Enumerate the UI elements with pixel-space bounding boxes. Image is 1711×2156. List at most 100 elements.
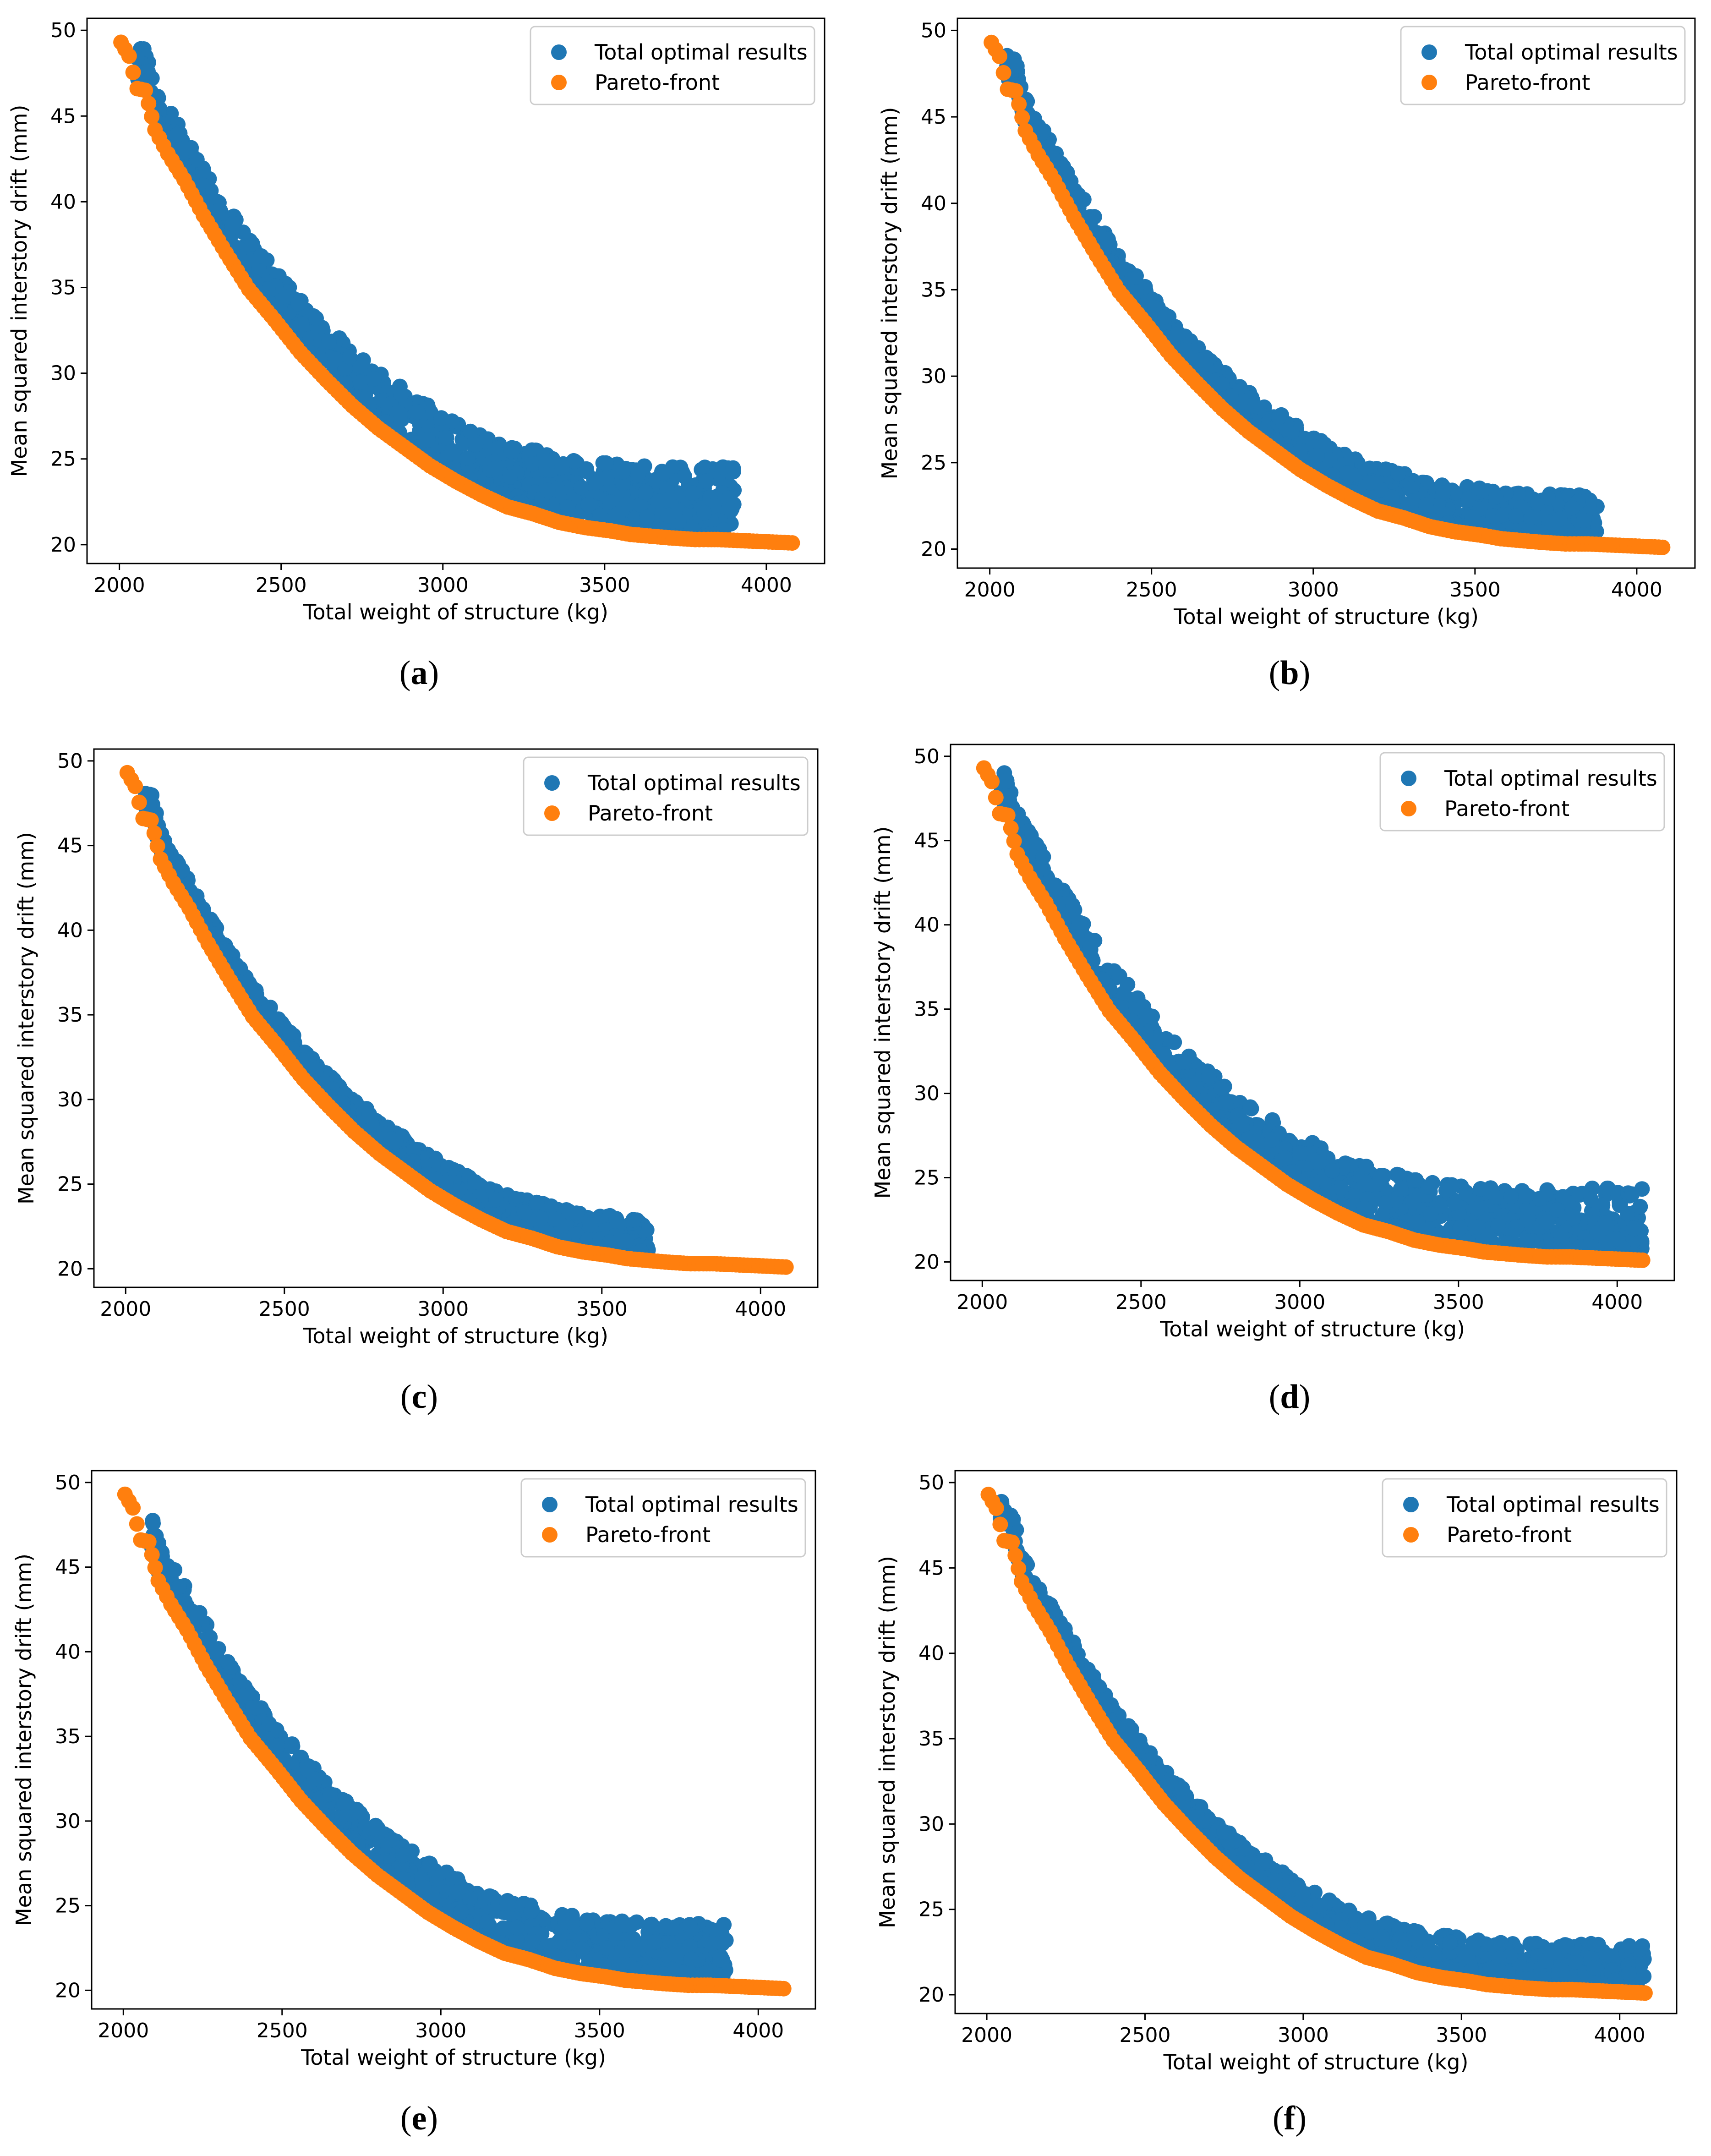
optimal-point <box>1372 1171 1388 1187</box>
optimal-point <box>1599 1180 1615 1196</box>
optimal-point <box>660 508 676 524</box>
optimal-point <box>352 358 368 374</box>
optimal-point <box>1471 480 1487 496</box>
legend-box <box>530 26 815 105</box>
optimal-point <box>1362 475 1378 491</box>
optimal-point <box>1264 1132 1280 1148</box>
pareto-point <box>1000 807 1016 823</box>
optimal-point <box>1423 1206 1439 1222</box>
y-tick-label: 45 <box>914 829 940 853</box>
optimal-point <box>1334 1180 1350 1196</box>
optimal-point <box>433 410 449 426</box>
y-tick-label: 35 <box>50 276 76 300</box>
pareto-point <box>778 1259 794 1275</box>
optimal-point <box>438 430 454 446</box>
optimal-point <box>1624 1186 1640 1202</box>
y-tick-label: 35 <box>921 278 946 301</box>
optimal-point <box>223 228 239 244</box>
y-tick-label: 50 <box>914 745 940 768</box>
optimal-point <box>1171 326 1186 342</box>
optimal-point <box>1473 1181 1489 1197</box>
optimal-point <box>1406 1172 1422 1188</box>
optimal-point <box>1566 1209 1582 1226</box>
y-tick-label: 20 <box>50 533 76 557</box>
x-tick-label: 3500 <box>579 574 630 597</box>
optimal-point <box>314 347 330 363</box>
optimal-point <box>308 310 324 326</box>
x-tick-label: 3000 <box>417 574 469 597</box>
optimal-point <box>625 1212 641 1228</box>
optimal-point <box>1539 1214 1555 1230</box>
optimal-point <box>468 437 484 453</box>
optimal-point <box>1292 1145 1308 1161</box>
x-tick-label: 3500 <box>1433 1291 1484 1314</box>
optimal-point <box>655 465 671 481</box>
y-tick-label: 20 <box>914 1251 940 1274</box>
legend-pareto-label: Pareto-front <box>588 801 713 826</box>
optimal-point <box>599 470 615 486</box>
optimal-point <box>1608 1231 1624 1247</box>
optimal-point <box>725 460 741 476</box>
optimal-point <box>1452 1220 1468 1236</box>
optimal-point <box>639 509 655 525</box>
pareto-point <box>784 535 800 551</box>
optimal-point <box>685 485 701 501</box>
optimal-point <box>356 391 372 407</box>
x-axis-label: Total weight of structure (kg) <box>303 600 608 624</box>
y-tick-label: 25 <box>914 1166 940 1190</box>
pareto-point <box>991 49 1007 64</box>
optimal-point <box>694 462 710 478</box>
optimal-point <box>1470 1219 1486 1235</box>
optimal-point <box>1490 1218 1506 1234</box>
optimal-point <box>582 1217 598 1233</box>
x-tick-label: 3500 <box>576 1297 628 1321</box>
optimal-point <box>244 236 260 252</box>
series-pareto <box>119 765 794 1275</box>
pareto-point <box>1634 1252 1651 1268</box>
optimal-point <box>677 468 692 484</box>
optimal-point <box>1356 1174 1372 1190</box>
pareto-point <box>149 838 165 854</box>
y-tick-label: 45 <box>921 105 946 129</box>
optimal-point <box>389 405 405 421</box>
optimal-point <box>308 1062 324 1078</box>
optimal-point <box>540 482 556 498</box>
optimal-point <box>1519 1233 1535 1249</box>
optimal-point <box>1503 1188 1519 1204</box>
x-tick-label: 2500 <box>1126 578 1177 602</box>
x-tick-label: 3000 <box>417 1297 469 1321</box>
optimal-point <box>1099 231 1115 247</box>
optimal-point <box>696 505 712 521</box>
optimal-point <box>1071 914 1088 930</box>
y-tick-label: 30 <box>914 1082 940 1105</box>
legend-optimal-label: Total optimal results <box>594 40 808 65</box>
pareto-point <box>137 82 153 98</box>
pareto-point <box>143 812 159 828</box>
y-axis-label: Mean squared interstory drift (mm) <box>14 832 38 1204</box>
optimal-point <box>1309 448 1325 464</box>
optimal-point <box>580 497 596 513</box>
x-tick-label: 2500 <box>256 574 307 597</box>
pareto-point <box>1655 539 1671 555</box>
legend-pareto-label: Pareto-front <box>595 70 720 95</box>
optimal-point <box>1410 1214 1426 1230</box>
legend-optimal-marker <box>544 775 560 791</box>
y-tick-label: 50 <box>921 19 946 42</box>
series-optimal <box>994 765 1650 1260</box>
optimal-point <box>638 484 654 500</box>
series-pareto <box>984 34 1671 555</box>
optimal-point <box>1201 1068 1217 1084</box>
optimal-point <box>361 1106 377 1122</box>
y-tick-label: 35 <box>914 998 940 1021</box>
optimal-point <box>352 374 368 390</box>
optimal-point <box>1271 409 1287 425</box>
optimal-point <box>1312 1154 1327 1170</box>
optimal-point <box>516 1204 532 1220</box>
optimal-point <box>321 334 337 350</box>
optimal-point <box>1193 352 1208 368</box>
x-tick-label: 2000 <box>957 1291 1008 1314</box>
optimal-point <box>547 1211 563 1227</box>
panel-c: 2000 2500 3000 3500 400020253035404550Total … <box>14 748 819 1348</box>
y-axis-label: Mean squared interstory drift (mm) <box>870 826 895 1198</box>
x-tick-label: 2500 <box>259 1297 310 1321</box>
